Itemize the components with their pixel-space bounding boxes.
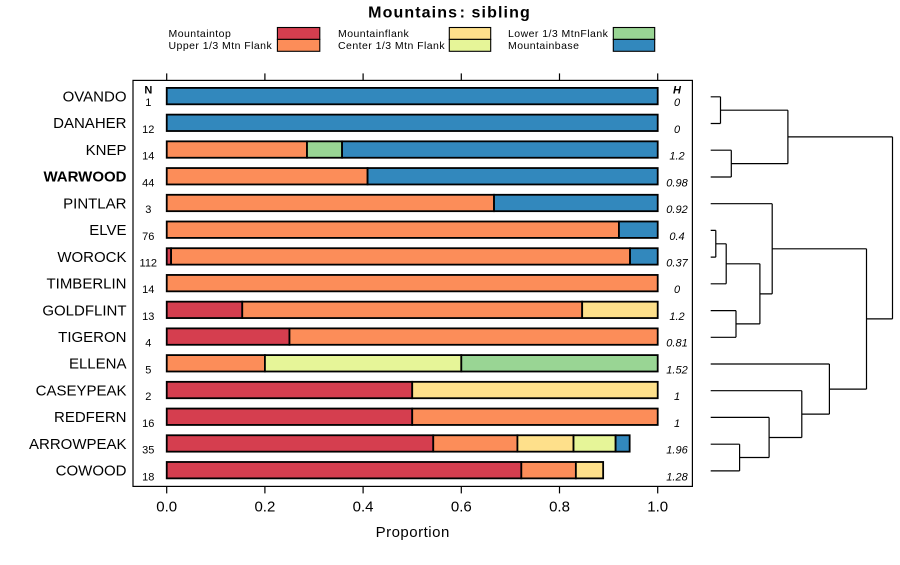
svg-text:0.0: 0.0 <box>156 499 177 516</box>
svg-text:OVANDO: OVANDO <box>63 89 127 106</box>
svg-text:0: 0 <box>674 284 681 296</box>
svg-text:Mountainflank: Mountainflank <box>338 28 410 40</box>
svg-text:13: 13 <box>142 311 154 323</box>
svg-text:Lower 1/3 MtnFlank: Lower 1/3 MtnFlank <box>508 28 609 40</box>
svg-text:1.2: 1.2 <box>669 151 684 163</box>
svg-text:1: 1 <box>674 418 680 430</box>
svg-text:CASEYPEAK: CASEYPEAK <box>36 382 127 399</box>
svg-text:3: 3 <box>145 204 151 216</box>
svg-text:0: 0 <box>674 97 681 109</box>
svg-text:0.37: 0.37 <box>666 258 688 270</box>
svg-text:112: 112 <box>140 258 158 270</box>
svg-text:0.98: 0.98 <box>666 177 688 189</box>
svg-text:1: 1 <box>674 391 680 403</box>
svg-text:TIMBERLIN: TIMBERLIN <box>46 276 126 293</box>
svg-text:44: 44 <box>142 177 154 189</box>
svg-text:ELVE: ELVE <box>89 222 126 239</box>
svg-text:Mountaintop: Mountaintop <box>169 28 232 40</box>
svg-text:1.2: 1.2 <box>669 311 684 323</box>
svg-text:1: 1 <box>145 97 151 109</box>
svg-text:16: 16 <box>142 418 154 430</box>
svg-text:Mountainbase: Mountainbase <box>508 40 579 52</box>
svg-text:5: 5 <box>145 364 151 376</box>
svg-text:ARROWPEAK: ARROWPEAK <box>29 436 127 453</box>
svg-text:H: H <box>673 84 682 96</box>
svg-text:0.8: 0.8 <box>549 499 570 516</box>
svg-text:2: 2 <box>145 391 151 403</box>
svg-text:WOROCK: WOROCK <box>57 249 126 266</box>
svg-text:18: 18 <box>142 471 154 483</box>
svg-text:0: 0 <box>674 124 681 136</box>
svg-text:N: N <box>144 84 152 96</box>
svg-text:1.0: 1.0 <box>647 499 668 516</box>
svg-text:KNEP: KNEP <box>86 142 127 159</box>
svg-text:COWOOD: COWOOD <box>56 463 127 480</box>
svg-text:1.28: 1.28 <box>666 471 688 483</box>
svg-text:1.96: 1.96 <box>666 445 688 457</box>
svg-text:WARWOOD: WARWOOD <box>43 169 126 186</box>
svg-text:DANAHER: DANAHER <box>53 115 127 132</box>
svg-text:76: 76 <box>142 231 154 243</box>
svg-text:0.92: 0.92 <box>666 204 687 216</box>
svg-text:Upper 1/3 Mtn Flank: Upper 1/3 Mtn Flank <box>169 40 273 52</box>
svg-text:Center 1/3 Mtn Flank: Center 1/3 Mtn Flank <box>338 40 445 52</box>
svg-text:TIGERON: TIGERON <box>58 329 126 346</box>
svg-text:35: 35 <box>142 445 154 457</box>
svg-text:1.52: 1.52 <box>666 364 687 376</box>
svg-text:0.4: 0.4 <box>353 499 374 516</box>
svg-text:Mountains: sibling: Mountains: sibling <box>368 5 531 22</box>
svg-text:GOLDFLINT: GOLDFLINT <box>42 302 126 319</box>
svg-text:PINTLAR: PINTLAR <box>63 195 127 212</box>
svg-text:14: 14 <box>142 284 154 296</box>
svg-text:Proportion: Proportion <box>376 524 450 541</box>
svg-text:REDFERN: REDFERN <box>54 409 127 426</box>
svg-text:0.4: 0.4 <box>669 231 684 243</box>
svg-text:ELLENA: ELLENA <box>69 356 127 373</box>
svg-text:14: 14 <box>142 151 154 163</box>
svg-text:4: 4 <box>145 338 151 350</box>
svg-text:0.81: 0.81 <box>666 338 687 350</box>
svg-text:0.2: 0.2 <box>254 499 275 516</box>
svg-text:0.6: 0.6 <box>451 499 472 516</box>
svg-text:12: 12 <box>142 124 154 136</box>
